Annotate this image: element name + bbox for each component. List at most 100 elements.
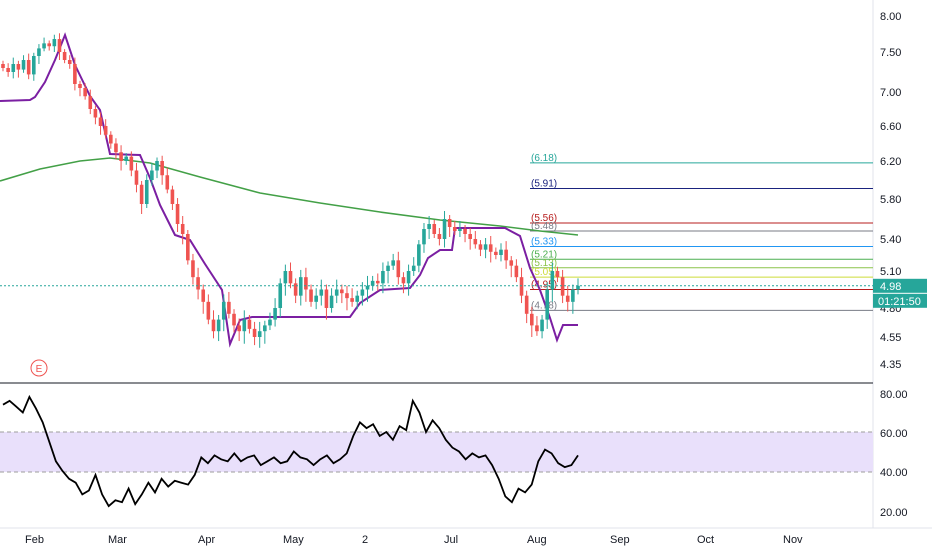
earnings-marker[interactable]: E — [30, 359, 48, 377]
candle-body — [401, 277, 406, 284]
candle-body — [447, 219, 452, 227]
candle-body — [252, 328, 257, 337]
time-tick-label: 2 — [362, 534, 368, 546]
candle-body — [483, 244, 488, 250]
candle-body — [442, 219, 447, 239]
candle-body — [32, 56, 36, 75]
candle-body — [191, 260, 195, 278]
candle-body — [242, 319, 247, 332]
candle-body — [186, 234, 190, 261]
candle-body — [16, 64, 21, 70]
countdown-tag: 01:21:50 — [873, 293, 927, 308]
candle-body — [360, 289, 365, 296]
candle-body — [62, 52, 67, 60]
candle-body — [263, 325, 267, 332]
candle-body — [93, 109, 98, 118]
candle-body — [350, 298, 354, 302]
candle-body — [232, 313, 236, 326]
candle-body — [165, 175, 170, 190]
candle-body — [206, 301, 211, 320]
time-tick-label: Jul — [444, 534, 458, 546]
candle-body — [375, 280, 380, 284]
time-tick-label: Feb — [25, 534, 44, 546]
candle-body — [488, 244, 493, 252]
candle-body — [6, 68, 10, 72]
candle-body — [180, 224, 185, 234]
candle-body — [355, 295, 360, 302]
candle-body — [103, 126, 108, 135]
fib-level-label: (6.18) — [531, 153, 557, 164]
candle-body — [319, 289, 324, 296]
fib-level-label: (5.33) — [531, 236, 557, 247]
price-tick-label: 4.55 — [880, 332, 901, 344]
candle-body — [227, 301, 231, 314]
candle-body — [432, 224, 437, 234]
candle-body — [391, 260, 395, 266]
candle-body — [21, 60, 26, 70]
candle-body — [129, 156, 134, 171]
candle-body — [550, 271, 555, 290]
time-tick-label: Apr — [198, 534, 215, 546]
candle-body — [98, 117, 103, 126]
oscillator-tick-labels: 80.00 60.00 40.00 20.00 — [880, 389, 908, 519]
fib-level-label: (5.48) — [531, 221, 557, 232]
moving-average-line — [0, 157, 579, 236]
candle-body — [345, 293, 349, 299]
candle-body — [47, 43, 52, 47]
oscillator-line — [2, 394, 579, 508]
oscillator-band — [0, 431, 873, 473]
candle-body — [576, 285, 580, 290]
oscillator-band-fill — [0, 432, 873, 472]
price-tick-label: 6.60 — [880, 121, 901, 133]
candle-body — [283, 271, 288, 284]
candle-body — [473, 239, 478, 245]
candle-body — [417, 244, 421, 266]
candle-body — [545, 289, 549, 320]
fib-level-label: (5.91) — [531, 179, 557, 190]
oscillator-tick-label: 80.00 — [880, 389, 908, 401]
candle-body — [88, 96, 93, 109]
candle-body — [499, 249, 503, 255]
oscillator-tick-label: 40.00 — [880, 467, 908, 479]
fib-level-label: (5.05) — [531, 267, 557, 278]
fib-level-label: (5.21) — [531, 249, 557, 260]
candle-body — [268, 319, 272, 326]
candle-body — [175, 204, 180, 224]
fib-levels: (6.18) (5.91) (5.56)(5.48) (5.33) (5.21)(5.1… — [530, 153, 873, 311]
candle-body — [386, 265, 390, 271]
countdown-tag-bg — [873, 293, 927, 308]
price-tick-labels: 8.00 7.50 7.00 6.60 6.20 5.80 5.40 5.10 … — [880, 11, 901, 371]
candle-body — [293, 283, 298, 296]
price-tick-label: 4.35 — [880, 359, 901, 371]
candle-body — [196, 277, 200, 290]
price-tick-label: 8.00 — [880, 11, 901, 23]
candle-body — [119, 152, 123, 161]
candle-body — [257, 331, 262, 337]
earnings-marker-circle[interactable] — [30, 359, 48, 377]
candle-body — [139, 184, 144, 204]
candlestick-series — [1, 33, 580, 348]
candle-body — [314, 295, 318, 302]
last-price-tag-bg — [873, 278, 927, 293]
candle-body — [201, 289, 206, 302]
candle-body — [150, 170, 154, 180]
candle-body — [463, 229, 467, 234]
candle-body — [144, 180, 149, 204]
price-tick-label: 7.00 — [880, 87, 901, 99]
candle-body — [504, 249, 508, 261]
candle-body — [494, 251, 498, 255]
candle-body — [324, 289, 329, 308]
time-tick-label: Mar — [108, 534, 127, 546]
candle-body — [452, 227, 457, 231]
candle-body — [565, 295, 570, 302]
candle-body — [422, 229, 426, 245]
time-tick-label: May — [283, 534, 304, 546]
fib-level-label: (4.95) — [531, 280, 557, 291]
time-tick-label: Sep — [610, 534, 630, 546]
candle-body — [529, 313, 534, 326]
candle-body — [298, 277, 303, 296]
price-tick-label: 5.10 — [880, 266, 901, 278]
candle-body — [519, 277, 524, 296]
countdown-tag-text: 01:21:50 — [878, 296, 921, 308]
